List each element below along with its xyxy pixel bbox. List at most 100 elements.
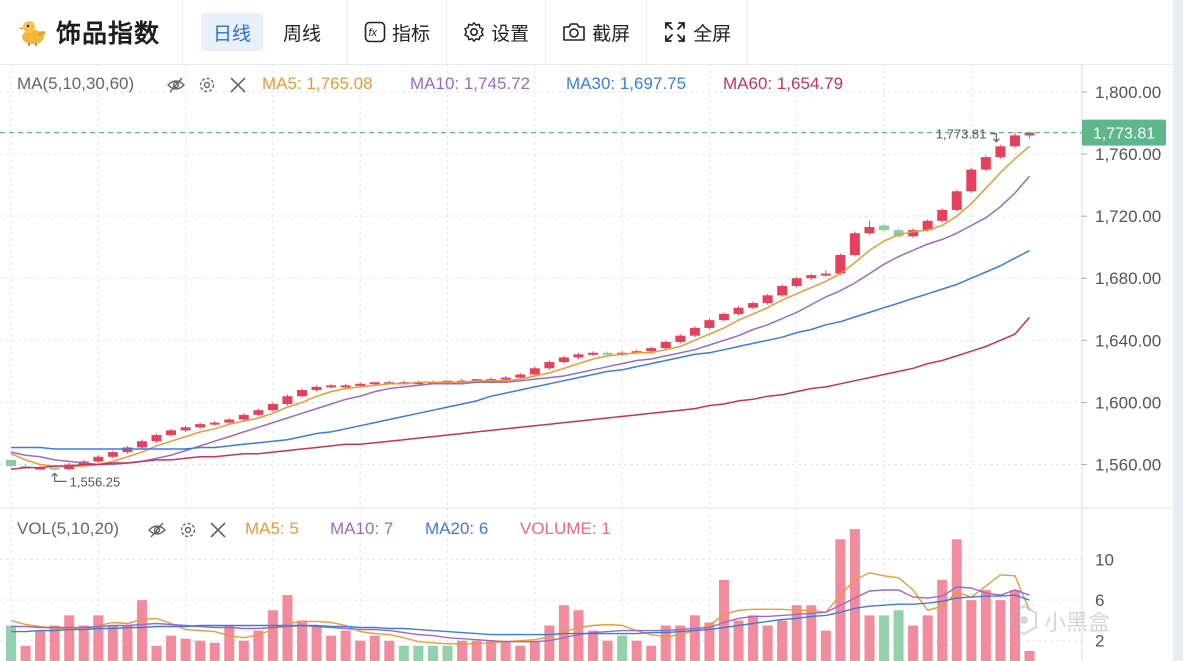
settings-small-icon[interactable]	[199, 77, 215, 93]
fullscreen-label: 全屏	[693, 22, 732, 45]
volume-bar	[151, 645, 162, 661]
indicator-button[interactable]: fx 指标	[348, 13, 446, 51]
candle	[835, 254, 846, 274]
candle	[282, 396, 293, 404]
volume-bar	[398, 645, 409, 661]
candle	[1009, 135, 1020, 147]
candle	[995, 146, 1006, 158]
candle	[908, 230, 919, 237]
main-grid	[0, 64, 1082, 508]
tab-daily[interactable]: 日线	[201, 13, 264, 51]
main-indicator-label: MA(5,10,30,60)	[17, 74, 134, 93]
volume-indicator-label: VOL(5,10,20)	[17, 519, 119, 538]
volume-bar	[646, 645, 657, 661]
candle	[515, 374, 526, 378]
volume-bar	[136, 600, 147, 661]
volume-bar	[122, 625, 133, 661]
ma5-legend: MA5: 1,765.08	[262, 74, 373, 93]
candle	[864, 227, 875, 234]
volume-bar	[64, 615, 75, 661]
volume-bar	[355, 640, 366, 661]
indicator-label: 指标	[392, 22, 431, 45]
candle	[253, 410, 264, 415]
volume-tick-label: 10	[1095, 551, 1114, 570]
candle	[806, 275, 817, 279]
candle	[937, 209, 948, 221]
volume-bar	[500, 640, 511, 661]
candle	[646, 348, 657, 352]
volume-bar	[427, 645, 438, 661]
screenshot-label: 截屏	[592, 22, 631, 45]
volume-bar	[340, 630, 351, 661]
volume-bar	[806, 605, 817, 661]
price-tick-label: 1,560.00	[1095, 456, 1161, 475]
volume-bar	[35, 630, 46, 661]
candle	[64, 464, 75, 470]
candle	[297, 390, 307, 397]
volume-bar	[20, 645, 31, 661]
volume-bar	[704, 622, 715, 661]
candle	[675, 335, 686, 342]
volume-bar	[879, 615, 889, 661]
volume-bar	[777, 620, 788, 661]
settings-small-icon[interactable]	[180, 522, 196, 538]
eye-hide-icon[interactable]	[148, 522, 166, 538]
volume-bar	[573, 610, 584, 661]
volume-bar	[195, 640, 206, 661]
ma30-legend: MA30: 1,697.75	[566, 74, 686, 93]
close-icon[interactable]	[210, 522, 226, 538]
candlestick-series	[6, 132, 1035, 471]
settings-button[interactable]: 设置	[447, 13, 545, 51]
high-price-label: 1,773.81	[936, 127, 987, 142]
ma60-legend: MA60: 1,654.79	[723, 74, 843, 93]
ma30-line	[11, 250, 1030, 450]
candle	[762, 295, 773, 304]
volume-bar	[529, 640, 540, 661]
screenshot-button[interactable]: 截屏	[546, 13, 646, 51]
candle	[529, 368, 540, 375]
vol-ma10-line	[11, 586, 1030, 643]
volume-bar	[253, 630, 264, 661]
tab-weekly[interactable]: 周线	[283, 22, 322, 45]
svg-text:fx: fx	[369, 27, 378, 39]
volume-legend-value: VOLUME: 1	[520, 519, 611, 538]
right-scroll-edge	[1173, 0, 1183, 661]
eye-hide-icon[interactable]	[167, 77, 185, 93]
candle	[588, 352, 598, 355]
last-price-badge	[1082, 119, 1166, 146]
volume-bar	[282, 595, 293, 661]
volume-bar	[660, 625, 671, 661]
candle	[660, 341, 671, 349]
fx-icon: fx	[364, 21, 386, 43]
candle	[195, 424, 206, 428]
candle	[122, 447, 133, 453]
volume-bar	[107, 625, 118, 661]
volume-bar	[413, 645, 424, 661]
volume-bar	[515, 645, 526, 661]
volume-bar	[908, 625, 919, 661]
candle	[951, 191, 962, 210]
price-tick-label: 1,800.00	[1095, 83, 1161, 102]
toolbar-divider	[545, 0, 547, 64]
candle	[326, 385, 337, 388]
volume-tick-label: 6	[1095, 591, 1104, 610]
price-tick-label: 1,760.00	[1095, 145, 1161, 164]
volume-bar	[369, 635, 380, 661]
volume-bar	[311, 625, 322, 661]
candle	[500, 377, 511, 380]
volume-bar	[602, 640, 613, 661]
fullscreen-button[interactable]: 全屏	[647, 13, 747, 51]
close-icon[interactable]	[230, 77, 246, 93]
volume-bar	[689, 615, 700, 661]
candle	[718, 313, 729, 321]
volume-bar	[951, 539, 962, 661]
volume-bar	[1024, 650, 1035, 661]
vol-ma20-line	[11, 594, 1030, 636]
volume-bar	[224, 625, 235, 661]
candle	[267, 403, 278, 411]
volume-bar	[267, 610, 278, 661]
candle	[311, 386, 322, 391]
chart-area[interactable]: 1,800.00 1,760.00 1,720.00 1,680.00 1,640.00…	[0, 64, 1173, 661]
candle	[558, 357, 569, 363]
settings-label: 设置	[491, 22, 530, 45]
